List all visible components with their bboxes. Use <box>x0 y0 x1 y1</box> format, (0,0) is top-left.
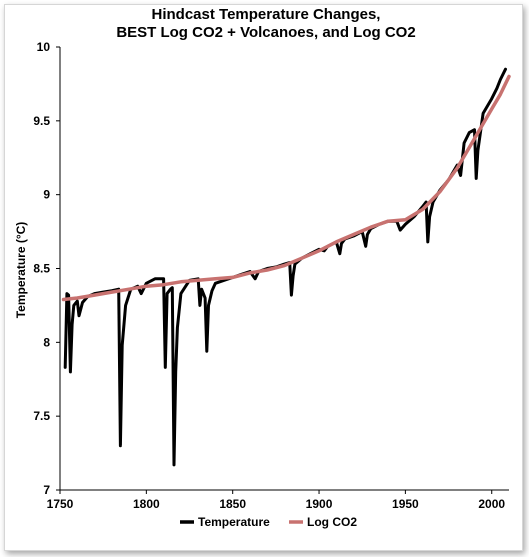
x-tick-label: 1850 <box>219 497 246 511</box>
legend-label: Temperature <box>198 515 270 529</box>
y-tick-label: 8.5 <box>33 262 50 276</box>
legend: Temperature Log CO2 <box>180 515 357 529</box>
x-tick-label: 1800 <box>133 497 160 511</box>
x-tick-label: 1750 <box>47 497 74 511</box>
y-tick-label: 7 <box>43 483 50 497</box>
series-line-temperature <box>63 67 507 467</box>
chart-title-line-1: Hindcast Temperature Changes, <box>152 6 381 23</box>
series-group <box>61 67 511 467</box>
x-tick-label: 1900 <box>306 497 333 511</box>
x-tick-label: 2000 <box>478 497 505 511</box>
legend-label: Log CO2 <box>307 515 357 529</box>
x-tick-label: 1950 <box>392 497 419 511</box>
y-tick-label: 7.5 <box>33 409 50 423</box>
chart-frame <box>4 4 523 551</box>
series-line-log-co2 <box>61 74 511 302</box>
y-tick-label: 9 <box>43 188 50 202</box>
axes <box>56 46 509 494</box>
y-tick-label: 9.5 <box>33 114 50 128</box>
y-tick-label: 8 <box>43 335 50 349</box>
y-axis-label: Temperature (°C) <box>14 222 28 319</box>
tick-labels: 7 7.5 8 8.5 9 9.5 10 1750 1800 1850 1900 1950 2000 <box>33 40 505 511</box>
y-tick-label: 10 <box>37 40 51 54</box>
chart-title-line-2: BEST Log CO2 + Volcanoes, and Log CO2 <box>116 24 415 41</box>
